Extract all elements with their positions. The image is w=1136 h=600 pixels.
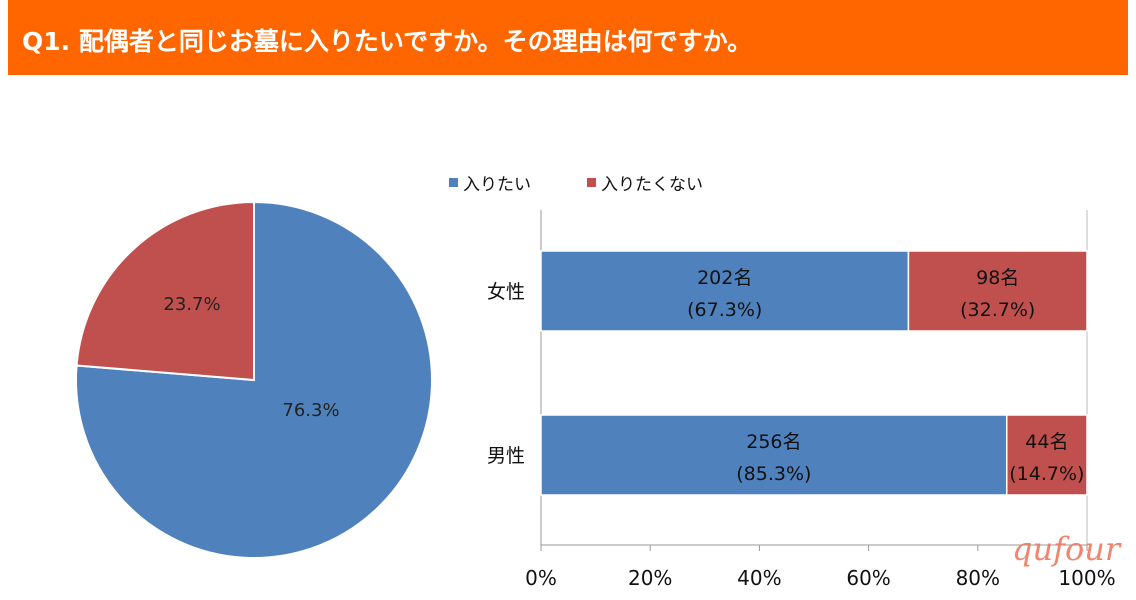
legend-swatch [587, 178, 596, 187]
bar-count-label: 256名 [746, 431, 801, 453]
x-tick-label: 20% [628, 566, 672, 590]
bar-count-label: 202名 [697, 267, 752, 289]
pie-label: 76.3% [282, 400, 339, 421]
bar-no [1005, 414, 1088, 496]
bar-no [907, 250, 1088, 332]
x-tick-label: 60% [846, 566, 890, 590]
category-label: 女性 [487, 281, 525, 303]
page-title: Q1. 配偶者と同じお墓に入りたいですか。その理由は何ですか。 [22, 27, 753, 56]
bar-count-label: 98名 [976, 267, 1019, 289]
pie-label: 23.7% [163, 294, 220, 315]
bar-count-label: 44名 [1025, 431, 1068, 453]
pie-slice-1 [75, 200, 255, 382]
category-label: 男性 [487, 445, 525, 467]
bar-percent-label: (32.7%) [960, 299, 1035, 321]
legend-label: 入りたい [463, 175, 531, 195]
bar-percent-label: (85.3%) [736, 463, 811, 485]
x-tick-label: 40% [737, 566, 781, 590]
bar-yes [540, 414, 1008, 496]
header-bar: Q1. 配偶者と同じお墓に入りたいですか。その理由は何ですか。 [8, 0, 1128, 75]
x-tick-label: 100% [1058, 566, 1115, 590]
x-tick-label: 0% [525, 566, 557, 590]
bar-percent-label: (67.3%) [687, 299, 762, 321]
bar-yes [540, 250, 910, 332]
watermark-logo: qufour [1012, 530, 1121, 568]
bar-percent-label: (14.7%) [1009, 463, 1084, 485]
legend-label: 入りたくない [601, 175, 703, 195]
x-tick-label: 80% [956, 566, 1000, 590]
legend-swatch [449, 178, 458, 187]
